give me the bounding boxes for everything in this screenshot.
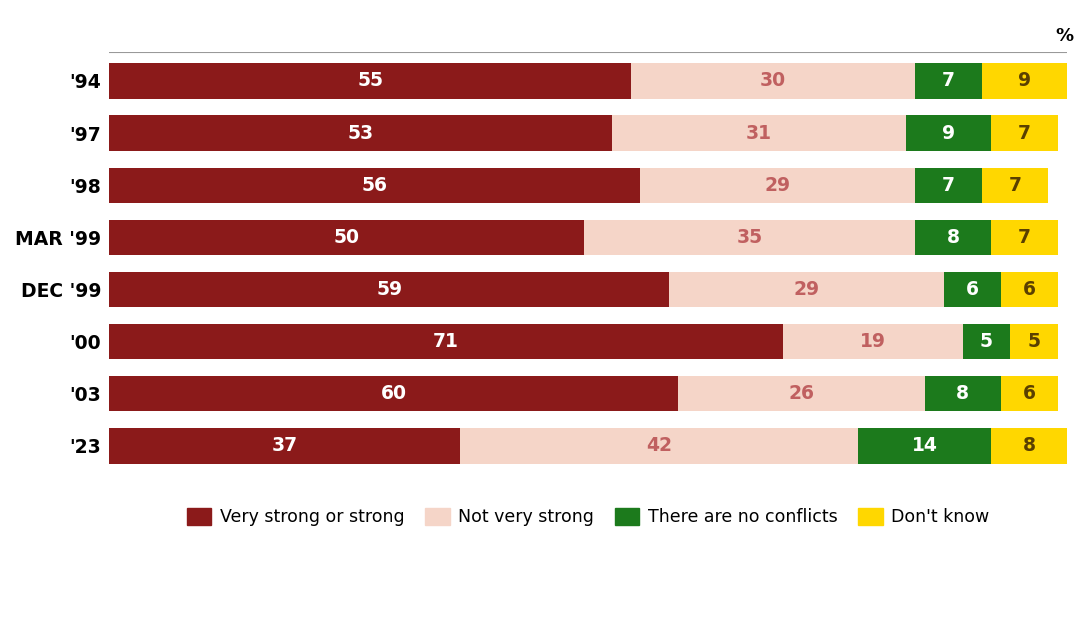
Bar (1001, 376, 1057, 412)
Text: 8: 8 (956, 384, 969, 403)
Text: 29: 29 (793, 280, 819, 299)
Text: 55: 55 (357, 71, 383, 90)
Bar (783, 324, 963, 359)
Bar (963, 324, 1011, 359)
Bar (461, 428, 858, 464)
Bar (110, 168, 640, 203)
Text: 71: 71 (433, 332, 458, 351)
Bar (916, 63, 981, 98)
Text: 8: 8 (946, 228, 959, 247)
Bar (584, 220, 916, 255)
Bar (110, 428, 461, 464)
Bar (110, 115, 612, 151)
Bar (640, 168, 916, 203)
Bar (678, 376, 925, 412)
Text: 7: 7 (1018, 124, 1031, 142)
Text: 26: 26 (788, 384, 815, 403)
Text: 9: 9 (942, 124, 955, 142)
Bar (858, 428, 991, 464)
Text: 59: 59 (376, 280, 402, 299)
Text: 37: 37 (272, 436, 298, 456)
Text: 7: 7 (1018, 228, 1031, 247)
Text: 42: 42 (647, 436, 672, 456)
Text: 35: 35 (736, 228, 762, 247)
Text: 50: 50 (333, 228, 359, 247)
Bar (1001, 272, 1057, 307)
Text: 5: 5 (1027, 332, 1040, 351)
Text: 7: 7 (1008, 176, 1021, 195)
Bar (906, 115, 991, 151)
Text: 53: 53 (347, 124, 374, 142)
Text: %: % (1056, 27, 1074, 45)
Bar (612, 115, 906, 151)
Bar (944, 272, 1001, 307)
Text: 6: 6 (966, 280, 979, 299)
Bar (110, 272, 669, 307)
Legend: Very strong or strong, Not very strong, There are no conflicts, Don't know: Very strong or strong, Not very strong, … (180, 501, 996, 534)
Text: 5: 5 (980, 332, 993, 351)
Bar (925, 376, 1001, 412)
Bar (916, 220, 991, 255)
Text: 7: 7 (942, 71, 955, 90)
Text: 29: 29 (764, 176, 791, 195)
Text: 14: 14 (911, 436, 938, 456)
Bar (669, 272, 944, 307)
Text: 30: 30 (760, 71, 786, 90)
Bar (110, 63, 631, 98)
Bar (631, 63, 916, 98)
Bar (110, 220, 584, 255)
Bar (916, 168, 981, 203)
Text: 56: 56 (362, 176, 388, 195)
Text: 6: 6 (1023, 280, 1036, 299)
Text: 7: 7 (942, 176, 955, 195)
Text: 9: 9 (1018, 71, 1031, 90)
Bar (991, 220, 1057, 255)
Text: 31: 31 (746, 124, 772, 142)
Text: 60: 60 (381, 384, 407, 403)
Text: 8: 8 (1023, 436, 1036, 456)
Bar (110, 324, 783, 359)
Bar (991, 428, 1067, 464)
Bar (110, 376, 678, 412)
Bar (991, 115, 1057, 151)
Bar (1011, 324, 1057, 359)
Text: 19: 19 (859, 332, 885, 351)
Bar (981, 168, 1048, 203)
Text: 6: 6 (1023, 384, 1036, 403)
Bar (981, 63, 1067, 98)
